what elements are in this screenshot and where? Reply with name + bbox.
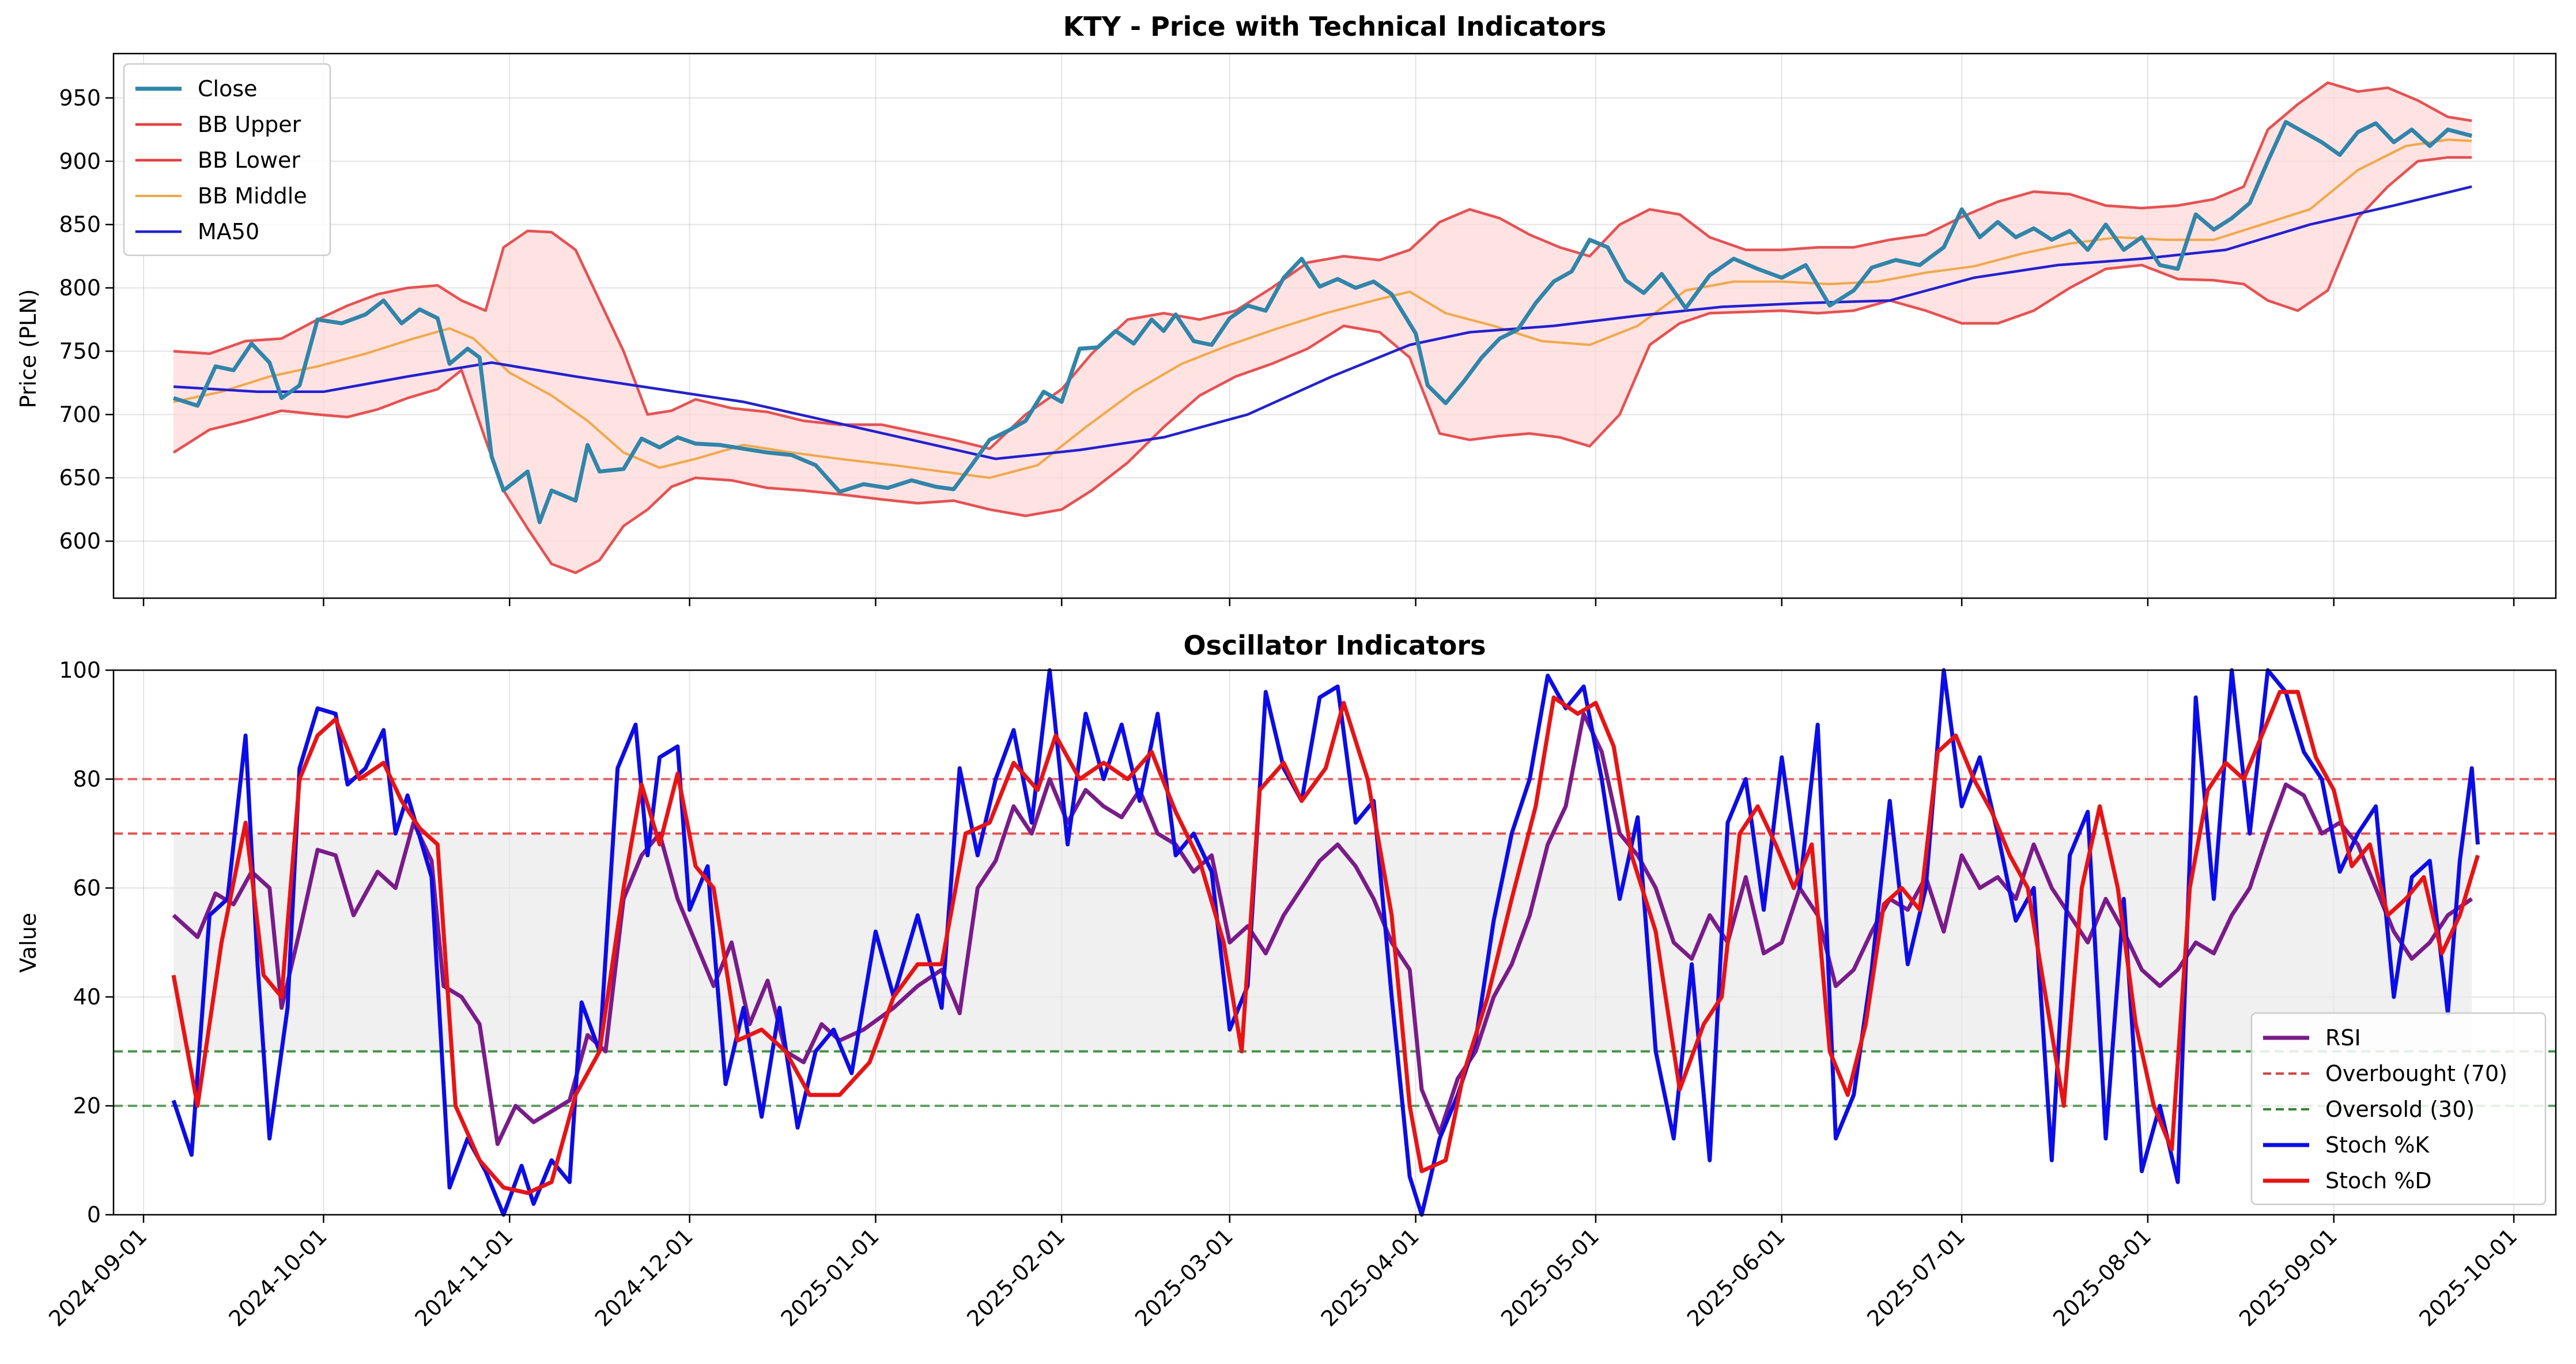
y-tick-label: 100: [59, 658, 101, 683]
y-tick-label: 80: [73, 766, 101, 792]
oscillator-plot-frame: [112, 669, 2557, 1216]
legend-label-bb-upper: BB Upper: [198, 112, 301, 137]
legend-label-bb-lower: BB Lower: [198, 148, 300, 173]
series-line-rsi: [172, 712, 2473, 1146]
series-line-bb-upper: [173, 81, 2472, 450]
y-tick-label: 650: [59, 465, 101, 490]
oscillator-y-axis-label: Value: [16, 913, 41, 973]
oscillator-series: [171, 668, 2480, 1217]
legend-box: [123, 63, 331, 256]
y-tick-label: 0: [87, 1202, 101, 1227]
oscillator-legend: RSI Overbought (70) Oversold (30) Stoch %K S…: [2250, 1012, 2547, 1206]
series-line-ma50: [173, 185, 2472, 460]
price-plot-frame: [112, 52, 2557, 599]
legend-label-ma50: MA50: [198, 219, 259, 244]
price-y-ticks: 600 650 700 750 800 850 900 950: [59, 85, 114, 554]
legend-label-overbought-70: Overbought (70): [2325, 1061, 2507, 1086]
threshold-lines: [114, 778, 2556, 1107]
y-tick-label: 900: [59, 149, 101, 174]
price-chart-title: KTY - Price with Technical Indicators: [1063, 11, 1607, 42]
legend-label-stoch-d: Stoch %D: [2325, 1168, 2432, 1193]
legend-label-oversold-30: Oversold (30): [2325, 1097, 2475, 1122]
legend-box: [2250, 1012, 2547, 1206]
legend-label-rsi: RSI: [2325, 1025, 2361, 1051]
y-tick-label: 950: [59, 85, 101, 111]
price-y-axis-label: Price (PLN): [16, 289, 41, 409]
y-tick-label: 60: [73, 875, 101, 901]
y-tick-label: 20: [73, 1093, 101, 1119]
price-series: [172, 81, 2473, 575]
series-line-close: [173, 120, 2473, 524]
y-tick-label: 750: [59, 338, 101, 364]
oscillator-y-ticks: 0 20 40 60 80 100: [59, 658, 114, 1227]
series-line-bb-lower: [172, 156, 2472, 575]
legend-label-close: Close: [198, 76, 258, 101]
price-panel: KTY - Price with Technical Indicators Pr…: [16, 11, 2557, 606]
price-x-ticks: [142, 598, 2515, 606]
y-tick-label: 40: [73, 984, 101, 1010]
legend-label-stoch-k: Stoch %K: [2325, 1132, 2430, 1158]
y-tick-label: 850: [59, 212, 101, 237]
y-tick-label: 800: [59, 275, 101, 301]
y-tick-label: 700: [59, 402, 101, 427]
price-legend: Close BB Upper BB Lower BB Middle MA50: [123, 63, 331, 256]
legend-label-bb-middle: BB Middle: [198, 183, 307, 209]
series-line-stoch-d: [171, 690, 2480, 1195]
oscillator-chart-title: Oscillator Indicators: [1184, 630, 1486, 661]
y-tick-label: 600: [59, 528, 101, 554]
series-line-stoch-k: [171, 668, 2480, 1217]
